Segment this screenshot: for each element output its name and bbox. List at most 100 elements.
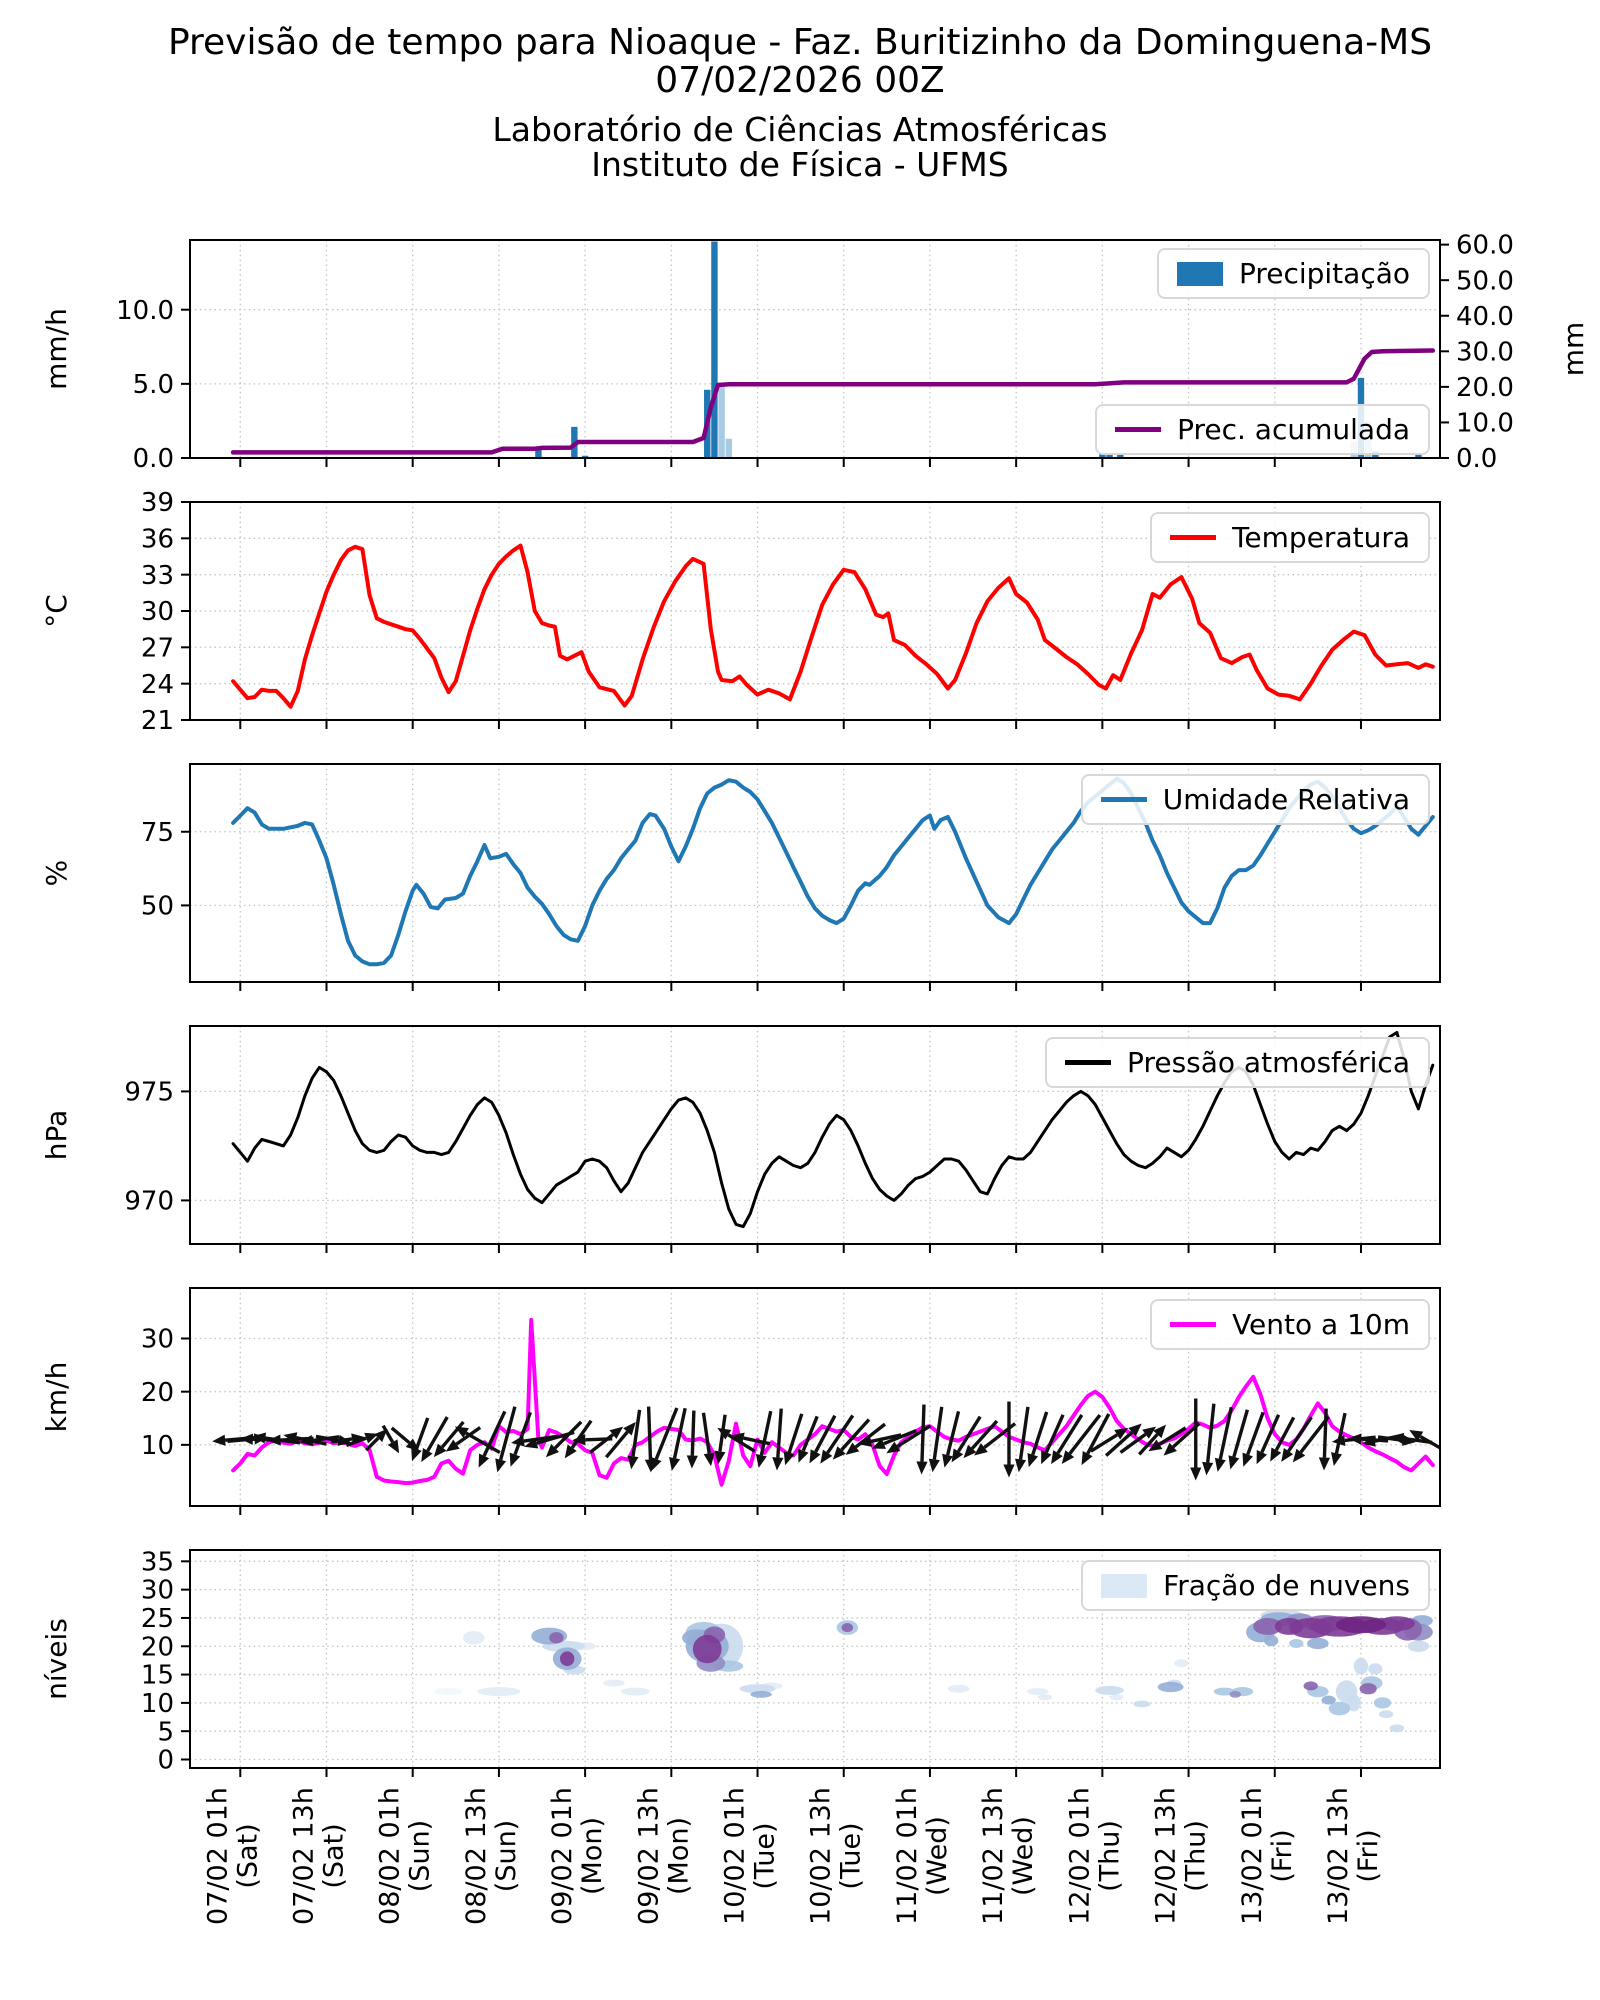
wind-arrow-icon [772, 1457, 784, 1471]
axis-unit-left: mm/h [40, 308, 73, 390]
y-tick-label: 27 [141, 633, 174, 663]
cloud-blob [1335, 1616, 1387, 1634]
wind-arrow-icon [1331, 1452, 1342, 1466]
wind-arrow-icon [364, 1432, 379, 1444]
wind-arrow-icon [299, 1434, 314, 1447]
cloud-blob [603, 1679, 625, 1687]
panel-precipitation: 0.0 5.0 10.0 0.0 10.0 20.0 30.0 40.0 50.0 60.0 mm m… [40, 231, 1590, 474]
cloud-blob [559, 1651, 575, 1667]
wind-arrow-icon [623, 1421, 636, 1436]
wind-arrow-icon [572, 1434, 586, 1446]
wind-arrow-icon [511, 1435, 525, 1447]
axis-unit-left: níveis [40, 1618, 73, 1700]
cloud-blob [1359, 1683, 1377, 1695]
cloud-blob [1353, 1657, 1369, 1675]
legend-wind-label: Vento a 10m [1232, 1308, 1410, 1341]
cloud-blob [692, 1634, 722, 1664]
cloud-blob [1321, 1695, 1336, 1705]
wind-arrow-icon [820, 1449, 833, 1464]
accumulated-precipitation-swatch-icon [1115, 427, 1162, 432]
legend-cloud-fraction: Fração de nuvens [1081, 1560, 1430, 1611]
humidity-line [231, 776, 1435, 967]
wind-arrow-icon [798, 1448, 809, 1463]
cloud-blob [1289, 1638, 1304, 1648]
wind-arrow-icon [239, 1433, 254, 1445]
wind-arrow-icon [1142, 1426, 1157, 1439]
wind-arrow-icon [1003, 1464, 1015, 1478]
wind-arrow-icon [627, 1455, 639, 1470]
wind-arrow-icon [1061, 1450, 1075, 1464]
y-tick-label: 36 [141, 524, 174, 554]
wind-arrow-icon [1148, 1439, 1163, 1452]
cloud-blob [1378, 1710, 1394, 1719]
wind-arrow-icon [963, 1444, 977, 1459]
wind-arrow-icon [1292, 1448, 1306, 1463]
legend-humidity: Umidade Relativa [1080, 774, 1430, 825]
wind-arrow-icon [478, 1453, 490, 1468]
y-tick-label: 20 [141, 1378, 174, 1408]
precipitation-bar [581, 455, 589, 458]
wind-arrow-icon [669, 1456, 681, 1471]
y-tick-label-right: 0.0 [1456, 444, 1497, 474]
clouds-content [434, 1609, 1433, 1733]
cloud-blob [1328, 1701, 1351, 1716]
wind-arrow-icon [545, 1444, 560, 1458]
pressure-swatch-icon [1065, 1060, 1112, 1065]
y-tick-label: 21 [141, 706, 174, 736]
y-tick-label: 50 [141, 892, 174, 922]
axis-unit-left: km/h [40, 1362, 73, 1433]
legend-precipitation-label: Precipitação [1238, 257, 1410, 290]
wind-arrow-icon [755, 1454, 767, 1468]
wind-arrow-icon [942, 1453, 954, 1468]
page-title-line2: 07/02/2026 00Z [655, 60, 945, 101]
wind-arrow-icon [714, 1450, 726, 1465]
y-tick-label: 20 [141, 1632, 174, 1662]
legend-precipitation: Precipitação [1156, 248, 1430, 299]
humidity-swatch-icon [1100, 797, 1147, 802]
wind-arrow-icon [1202, 1461, 1214, 1476]
x-tick-label: 07/02 13h(Sat) [288, 1787, 349, 1925]
wind-arrow-icon [524, 1437, 539, 1449]
wind-arrow-icon [1153, 1424, 1167, 1439]
x-tick-label: 12/02 01h(Thu) [1064, 1787, 1125, 1925]
temperature-swatch-icon [1170, 535, 1217, 540]
wind-arrow-icon [1015, 1458, 1027, 1473]
y-tick-label: 10 [141, 1431, 174, 1461]
cloud-blob [1389, 1724, 1405, 1733]
x-tick-label: 09/02 13h(Mon) [633, 1787, 694, 1925]
y-tick-label: 10.0 [116, 296, 174, 326]
precipitation-swatch-icon [1176, 261, 1223, 286]
page-subtitle-line1: Laboratório de Ciências Atmosféricas [492, 110, 1108, 149]
cloud-blob [1303, 1681, 1318, 1691]
wind-arrow-icon [212, 1434, 226, 1446]
wind-arrow-icon [1081, 1451, 1093, 1466]
cloud-blob [477, 1687, 521, 1697]
cloud-blob [621, 1687, 650, 1696]
precipitation-content [230, 241, 1436, 458]
humidity-content [231, 776, 1435, 967]
wind-arrow-icon [1361, 1435, 1376, 1447]
legend-temperature: Temperatura [1150, 512, 1430, 563]
axis-unit-left: hPa [40, 1110, 73, 1161]
y-tick-label: 30 [141, 1576, 174, 1606]
wind-arrow-icon [1331, 1434, 1346, 1447]
wind-arrow-icon [564, 1444, 577, 1459]
precipitation-bar [1106, 455, 1113, 458]
wind-arrow-icon [651, 1456, 662, 1472]
panel-humidity: 50 75% [40, 763, 1441, 991]
precipitation-bar [1099, 454, 1106, 458]
y-tick-label: 15 [141, 1661, 174, 1691]
wind-arrow-icon [411, 1447, 422, 1462]
wind-arrow-icon [1270, 1447, 1282, 1462]
wind-arrow-icon [283, 1432, 298, 1444]
x-tick-label: 07/02 01h(Sat) [202, 1787, 263, 1925]
wind-arrow-icon [609, 1426, 624, 1440]
wind-arrow-icon [445, 1439, 460, 1452]
wind-arrow-icon [1214, 1457, 1226, 1472]
wind-arrow-icon [252, 1432, 267, 1444]
wind-arrow-icon [1114, 1427, 1129, 1440]
precipitation-bar [711, 241, 718, 458]
y-tick-label: 33 [141, 561, 174, 591]
